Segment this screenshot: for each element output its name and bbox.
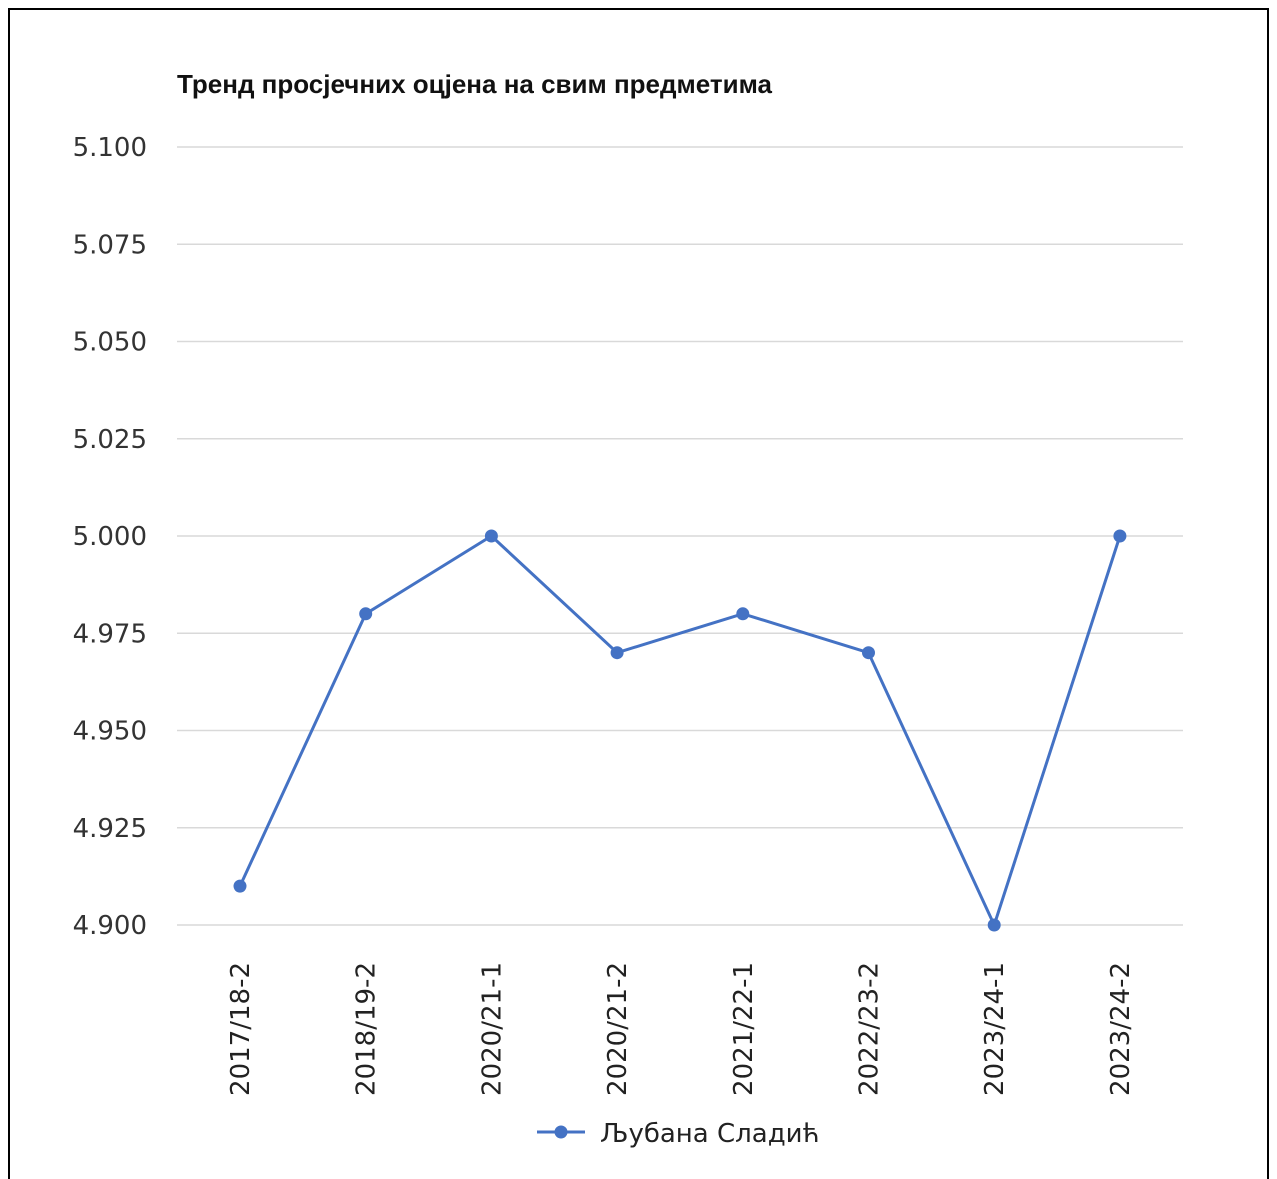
y-tick-label: 5.050 [73, 328, 147, 358]
x-tick-label: 2020/21-1 [477, 962, 507, 1096]
data-point [233, 879, 247, 893]
data-point [862, 646, 875, 660]
x-tick-label: 2017/18-2 [226, 962, 256, 1096]
data-point [736, 607, 750, 621]
legend-label: Љубана Сладић [600, 1119, 820, 1149]
gridlines [177, 146, 1183, 926]
y-tick-label: 4.900 [73, 911, 147, 941]
y-tick-label: 4.925 [73, 814, 147, 844]
legend: Љубана Сладић [537, 1119, 820, 1149]
data-point [1113, 529, 1127, 543]
x-tick-label: 2018/19-2 [352, 962, 382, 1096]
series-group [233, 529, 1127, 932]
y-tick-label: 4.950 [73, 717, 147, 747]
x-tick-label: 2021/22-1 [729, 962, 759, 1096]
chart-frame [8, 8, 1269, 1179]
y-tick-label: 5.100 [73, 133, 147, 163]
y-tick-label: 4.975 [73, 619, 147, 649]
x-axis-ticks: 2017/18-2 2018/19-2 2020/21-1 2020/21-2 2021… [226, 962, 1136, 1096]
y-tick-label: 5.025 [73, 425, 147, 455]
y-tick-label: 5.075 [73, 230, 147, 260]
data-point [610, 646, 624, 660]
x-tick-label: 2023/24-2 [1106, 962, 1136, 1096]
series-line [238, 534, 1122, 927]
y-axis-ticks: 5.100 5.075 5.050 5.025 5.000 4.975 4.950 4.925… [73, 133, 147, 941]
y-tick-label: 5.000 [73, 522, 147, 552]
data-point [484, 529, 498, 543]
x-tick-label: 2022/23-2 [855, 962, 885, 1096]
x-tick-label: 2020/21-2 [603, 962, 633, 1096]
data-point [359, 607, 373, 621]
legend-marker [554, 1125, 568, 1139]
chart-title: Тренд просјечних оцјена на свим предмети… [177, 69, 772, 99]
data-point [987, 918, 1001, 932]
x-tick-label: 2023/24-1 [980, 962, 1010, 1096]
